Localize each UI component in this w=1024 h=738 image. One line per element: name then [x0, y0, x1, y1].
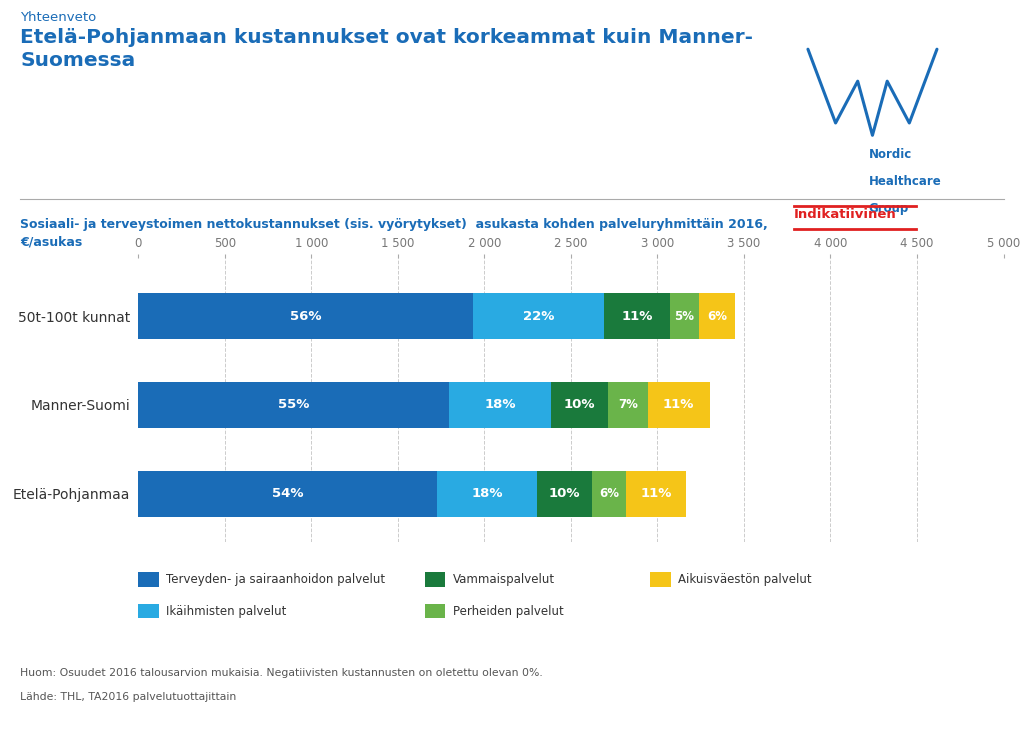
Bar — [138, 293, 473, 339]
Text: Yhteenveto: Yhteenveto — [20, 11, 96, 24]
Text: Etelä-Pohjanmaan kustannukset ovat korkeammat kuin Manner-
Suomessa: Etelä-Pohjanmaan kustannukset ovat korke… — [20, 28, 754, 70]
Text: Group: Group — [868, 201, 909, 215]
Text: 18%: 18% — [471, 487, 503, 500]
Text: 7%: 7% — [617, 399, 638, 411]
Text: Perheiden palvelut: Perheiden palvelut — [453, 604, 563, 618]
Text: 18%: 18% — [484, 399, 516, 411]
Bar — [592, 471, 626, 517]
Text: 5%: 5% — [675, 309, 694, 323]
Text: 22%: 22% — [522, 309, 554, 323]
Bar — [608, 382, 647, 428]
Text: Indikatiivinen: Indikatiivinen — [794, 208, 896, 221]
Text: 11%: 11% — [622, 309, 652, 323]
Text: 6%: 6% — [599, 487, 618, 500]
Text: 10%: 10% — [549, 487, 581, 500]
Bar — [450, 382, 551, 428]
Bar — [473, 293, 604, 339]
Text: Sosiaali- ja terveystoimen nettokustannukset (sis. vyörytykset)  asukasta kohden: Sosiaali- ja terveystoimen nettokustannu… — [20, 218, 768, 248]
Bar — [604, 293, 670, 339]
Text: 10%: 10% — [564, 399, 595, 411]
Text: Healthcare: Healthcare — [868, 175, 941, 187]
Bar — [138, 471, 437, 517]
Text: Lähde: THL, TA2016 palvelutuottajittain: Lähde: THL, TA2016 palvelutuottajittain — [20, 692, 237, 702]
Text: 56%: 56% — [290, 309, 322, 323]
Text: Terveyden- ja sairaanhoidon palvelut: Terveyden- ja sairaanhoidon palvelut — [166, 573, 385, 586]
Text: Huom: Osuudet 2016 talousarvion mukaisia. Negatiivisten kustannusten on oletettu: Huom: Osuudet 2016 talousarvion mukaisia… — [20, 668, 543, 678]
Text: Ikäihmisten palvelut: Ikäihmisten palvelut — [166, 604, 287, 618]
Bar — [551, 382, 608, 428]
Text: Nordic: Nordic — [868, 148, 912, 161]
Text: 11%: 11% — [640, 487, 672, 500]
Bar — [699, 293, 735, 339]
Text: Aikuisväestön palvelut: Aikuisväestön palvelut — [678, 573, 811, 586]
Bar — [626, 471, 686, 517]
Text: 55%: 55% — [279, 399, 309, 411]
Bar — [647, 382, 710, 428]
Text: 54%: 54% — [272, 487, 303, 500]
Text: 6%: 6% — [708, 309, 727, 323]
Bar — [138, 382, 450, 428]
Bar — [670, 293, 699, 339]
Bar — [537, 471, 592, 517]
Text: 11%: 11% — [663, 399, 694, 411]
Bar — [437, 471, 537, 517]
Text: Vammaispalvelut: Vammaispalvelut — [453, 573, 555, 586]
